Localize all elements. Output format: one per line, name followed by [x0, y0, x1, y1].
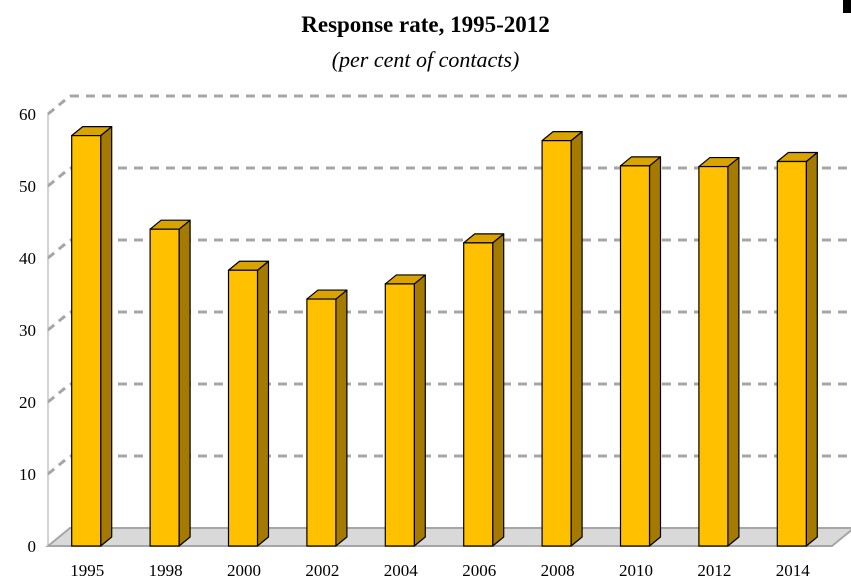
y-tick-label: 40	[19, 249, 36, 268]
bar-2000	[227, 260, 270, 547]
bar-side	[100, 125, 113, 547]
x-axis-ticks: 1995 1998 2000 2002 2004 2006 2008 2010 2012 2014	[70, 561, 810, 580]
chart-subtitle: (per cent of contacts)	[331, 47, 520, 72]
bar-2008	[541, 131, 583, 547]
bar-side	[178, 219, 191, 547]
bar-front	[71, 135, 102, 547]
x-tick-label: 1998	[149, 561, 183, 580]
x-tick-label: 1995	[70, 561, 104, 580]
gridline-side-30	[47, 310, 71, 332]
x-tick-label: 2008	[541, 561, 575, 580]
bar-side	[413, 274, 426, 547]
bar-front	[384, 283, 415, 547]
y-tick-label: 50	[19, 177, 36, 196]
y-tick-label: 30	[19, 321, 36, 340]
bar-1998	[149, 219, 191, 547]
bar-front	[149, 228, 180, 547]
gridline-side-10	[47, 454, 71, 476]
y-tick-label: 20	[19, 393, 36, 412]
x-tick-label: 2000	[227, 561, 261, 580]
x-tick-label: 2010	[619, 561, 653, 580]
bar-front	[619, 165, 651, 547]
x-tick-label: 2012	[697, 561, 731, 580]
bar-front	[463, 242, 494, 547]
bar-side	[335, 289, 348, 547]
bar-2004	[384, 274, 426, 547]
bar-2010	[619, 156, 662, 547]
chart-title: Response rate, 1995-2012	[301, 12, 550, 37]
bar-2014	[776, 151, 818, 547]
x-tick-label: 2006	[462, 561, 496, 580]
bar-1995	[71, 125, 113, 547]
gridline-side-20	[47, 382, 71, 404]
y-axis-ticks: 0 10 20 30 40 50 60	[19, 105, 36, 556]
gridline-side-50	[47, 166, 71, 188]
bar-side	[805, 151, 818, 547]
bar-front	[306, 298, 337, 547]
corner-mark	[843, 0, 851, 13]
x-tick-label: 2004	[384, 561, 419, 580]
y-tick-label: 0	[28, 537, 37, 556]
bar-side	[648, 156, 662, 547]
x-tick-label: 2014	[776, 561, 811, 580]
bar-2012	[698, 156, 740, 547]
gridline-side-40	[47, 238, 71, 260]
bar-front	[776, 160, 807, 547]
bar-2006	[463, 233, 505, 547]
bars	[71, 125, 818, 547]
bar-front	[541, 140, 572, 547]
bar-2002	[306, 289, 348, 547]
y-tick-label: 60	[19, 105, 36, 124]
bar-front	[227, 269, 259, 547]
bar-side	[492, 233, 505, 547]
bar-side	[256, 260, 270, 547]
x-tick-label: 2002	[305, 561, 339, 580]
gridline-side-60	[47, 94, 71, 116]
y-tick-label: 10	[19, 465, 36, 484]
bar-front	[698, 165, 729, 547]
bar-side	[727, 156, 740, 547]
bar-side	[570, 131, 583, 547]
